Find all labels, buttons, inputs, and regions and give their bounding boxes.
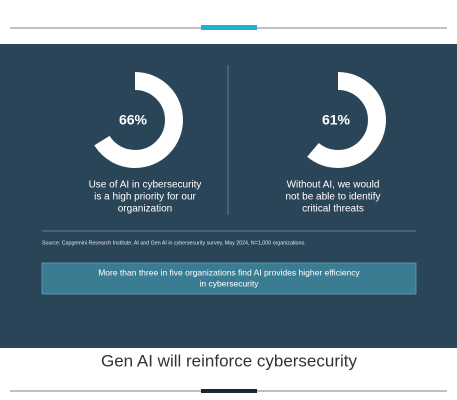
- accent-bar: [201, 25, 257, 30]
- caption: Use of AI in cybersecurity: [89, 180, 202, 191]
- donut-arc: [87, 72, 183, 168]
- caption: critical threats: [302, 204, 364, 215]
- source: Source: Capgemini Research Institute, AI…: [42, 240, 306, 246]
- donut-label: 66%: [119, 112, 148, 128]
- accent-bar: [201, 389, 257, 393]
- caption: organization: [118, 204, 172, 215]
- heading: Gen AI will reinforce cybersecurity: [101, 351, 358, 370]
- callout-line: More than three in five organizations fi…: [98, 267, 360, 277]
- callout-box: [41, 262, 417, 295]
- panel: [0, 44, 457, 348]
- caption: Without AI, we would: [287, 180, 380, 191]
- donut-label: 61%: [322, 112, 351, 128]
- caption: is a high priority for our: [94, 192, 196, 203]
- donut-arc: [290, 72, 386, 168]
- callout-line: in cybersecurity: [199, 278, 259, 288]
- caption: not be able to identify: [285, 192, 380, 203]
